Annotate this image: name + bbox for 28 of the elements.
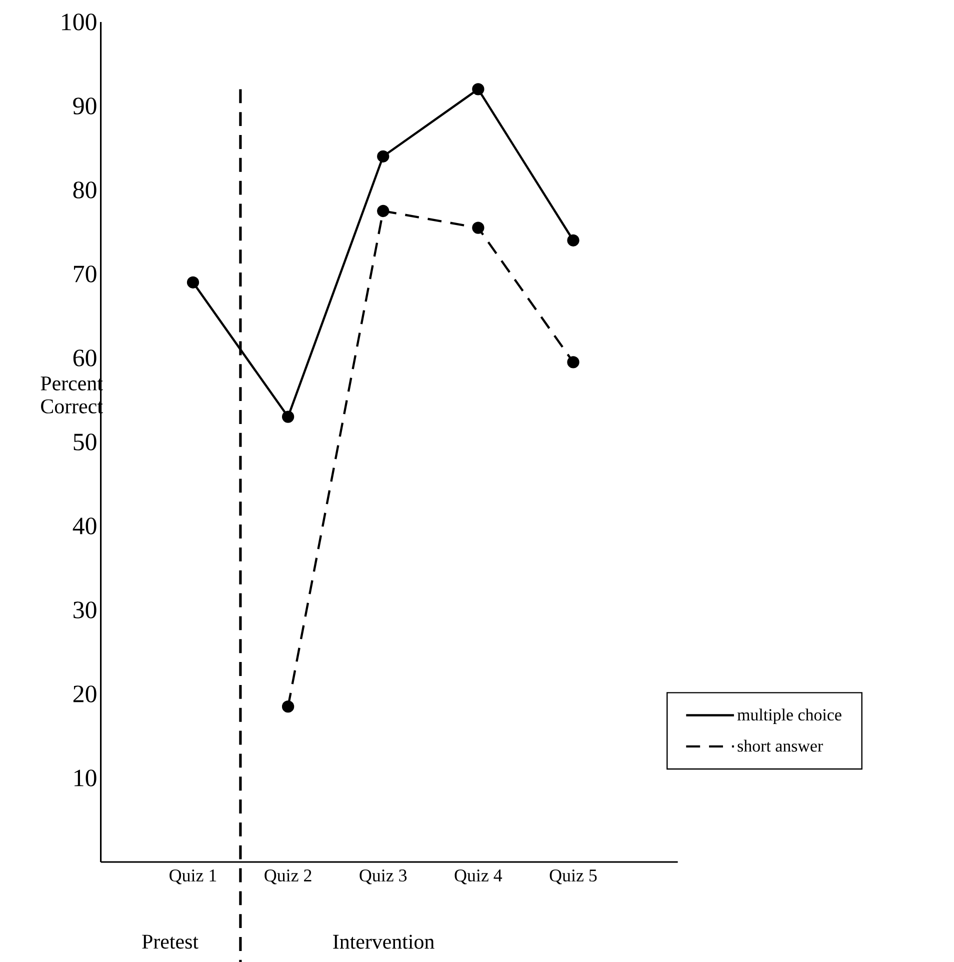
x-tick-label: Quiz 2	[264, 869, 312, 884]
point	[472, 83, 484, 96]
y-tick-label: 10	[74, 770, 96, 786]
text: Pretest	[142, 934, 198, 949]
legend-label: multiple choice	[737, 708, 842, 724]
x-tick-label: Quiz 1	[170, 869, 216, 884]
point	[567, 356, 580, 368]
point	[472, 222, 484, 234]
text: Intervention	[333, 934, 434, 949]
x-tick-label: Quiz 4	[454, 869, 502, 884]
y-tick-label: 100	[62, 14, 96, 30]
point	[186, 276, 200, 288]
y-tick-label: 40	[72, 518, 96, 534]
point	[282, 700, 294, 713]
legend-label: short answer	[738, 740, 823, 752]
y-tick-label: 80	[73, 182, 96, 198]
y-tick-label: 20	[73, 686, 96, 702]
point	[282, 410, 294, 423]
x-tick-label: Quiz 5	[550, 869, 597, 884]
x-tick-label: Quiz 3	[360, 869, 407, 884]
point	[377, 204, 390, 218]
point	[377, 150, 390, 162]
y-tick-label: 70	[74, 266, 96, 282]
y-tick-label: 30	[74, 602, 96, 618]
point	[567, 234, 580, 246]
y-tick-label: 60	[73, 350, 96, 366]
y-tick-label: 90	[73, 98, 96, 114]
y-tick-label: 50	[74, 434, 96, 450]
